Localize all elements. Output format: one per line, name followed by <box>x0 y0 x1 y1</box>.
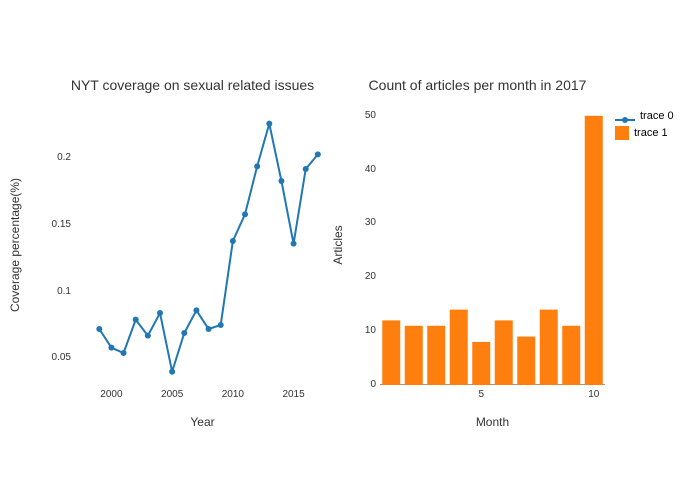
left-xtick: 2015 <box>279 389 309 400</box>
legend-label: trace 0 <box>640 110 674 122</box>
right-xtick: 5 <box>471 389 491 400</box>
right-ytick: 30 <box>350 217 376 228</box>
left-chart-title: NYT coverage on sexual related issues <box>55 77 330 93</box>
left-ylabel: Coverage percentage(%) <box>8 178 22 312</box>
left-xtick: 2000 <box>96 389 126 400</box>
legend-label: trace 1 <box>634 127 668 139</box>
right-chart-plot <box>380 105 605 385</box>
left-xtick: 2010 <box>218 389 248 400</box>
right-xlabel: Month <box>380 415 605 429</box>
right-ytick: 40 <box>350 164 376 175</box>
right-ytick: 20 <box>350 271 376 282</box>
left-ytick: 0.15 <box>35 219 71 230</box>
legend-item[interactable]: trace 0 <box>615 110 674 122</box>
left-xtick: 2005 <box>157 389 187 400</box>
right-ylabel: Articles <box>331 225 345 264</box>
right-ytick: 10 <box>350 325 376 336</box>
legend-box-marker <box>615 126 629 140</box>
left-ytick: 0.1 <box>35 286 71 297</box>
left-ytick: 0.05 <box>35 352 71 363</box>
legend: trace 0 trace 1 <box>615 110 674 144</box>
right-chart-title: Count of articles per month in 2017 <box>350 77 605 93</box>
left-ytick: 0.2 <box>35 152 71 163</box>
right-xtick: 10 <box>584 389 604 400</box>
left-xlabel: Year <box>75 415 330 429</box>
legend-item[interactable]: trace 1 <box>615 126 674 140</box>
right-ytick: 0 <box>350 379 376 390</box>
legend-line-marker <box>615 115 635 117</box>
left-chart-plot <box>75 105 330 385</box>
right-ytick: 50 <box>350 110 376 121</box>
